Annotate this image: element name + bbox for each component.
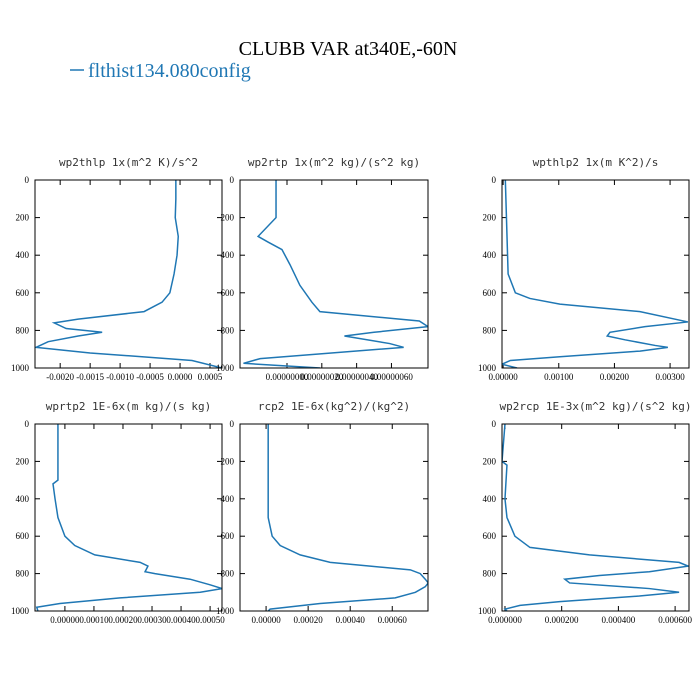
x-tick-label: 0.00060 [378,615,408,625]
y-tick-label: 600 [483,531,497,541]
x-tick-label: 0.0000 [168,372,193,382]
y-tick-label: 400 [16,250,30,260]
y-tick-label: 200 [16,213,30,223]
data-line [35,180,222,368]
panel-title: rcp2 1E-6x(kg^2)/(kg^2) [258,400,410,413]
legend-label: flthist134.080config [88,60,251,82]
y-tick-label: 800 [483,325,497,335]
y-tick-label: 400 [221,494,235,504]
x-tick-label: 0.00000060 [370,372,413,382]
x-tick-label: 0.00100 [544,372,574,382]
data-line [502,424,689,611]
plot-frame [501,423,690,612]
panel: wp2rcp 1E-3x(m^2 kg)/(s^2 kg)0 200 400 600 8… [478,400,692,625]
y-tick-label: 400 [221,250,235,260]
y-tick-label: 0 [230,419,235,429]
y-tick-label: 1000 [478,363,497,373]
panel-title: wp2rcp 1E-3x(m^2 kg)/(s^2 kg) [499,400,691,413]
y-tick-label: 200 [16,456,30,466]
y-tick-label: 0 [25,419,30,429]
panel: wp2thlp 1x(m^2 K)/s^2 0 200 400 600 800 1000 -0… [11,156,223,382]
panel-title: wp2thlp 1x(m^2 K)/s^2 [59,156,198,169]
y-tick-label: 400 [483,494,497,504]
x-tick-label: 0.00200 [600,372,630,382]
panel-title: wprtp2 1E-6x(m kg)/(s kg) [46,400,212,413]
x-tick-label: -0.0005 [136,372,164,382]
plot-frame [34,423,223,612]
y-tick-label: 1000 [11,363,30,373]
y-tick-label: 1000 [11,606,30,616]
y-tick-label: 600 [16,531,30,541]
y-tick-label: 200 [483,213,497,223]
x-tick-label: 0.00000020 [300,372,343,382]
y-tick-label: 800 [16,325,30,335]
x-tick-label: 0.00000 [488,372,518,382]
y-tick-label: 800 [16,569,30,579]
data-line [35,424,222,611]
x-tick-label: -0.0015 [76,372,104,382]
plot-frame [34,179,223,369]
x-tick-label: 0.00030 [137,615,167,625]
panel-title: wp2rtp 1x(m^2 kg)/(s^2 kg) [248,156,420,169]
y-tick-label: 800 [221,569,235,579]
y-tick-label: 0 [25,175,30,185]
panel: wprtp2 1E-6x(m kg)/(s kg) 0 200 400 600 800 10… [11,400,225,625]
y-tick-label: 0 [492,419,497,429]
y-tick-label: 1000 [478,606,497,616]
y-tick-label: 600 [221,288,235,298]
x-tick-label: 0.00040 [166,615,196,625]
y-tick-label: 600 [483,288,497,298]
x-tick-label: 0.00020 [108,615,138,625]
x-tick-label: 0.00000000 [266,372,309,382]
data-line [502,180,689,368]
panel-title: wpthlp2 1x(m K^2)/s [533,156,659,169]
y-tick-label: 0 [230,175,235,185]
y-tick-label: 600 [16,288,30,298]
x-tick-label: 0.000400 [602,615,636,625]
y-tick-label: 200 [483,456,497,466]
x-tick-label: 0.000000 [488,615,522,625]
x-tick-label: 0.00050 [195,615,225,625]
x-tick-label: 0.00010 [79,615,109,625]
y-tick-label: 600 [221,531,235,541]
x-tick-label: 0.00000 [251,615,281,625]
x-tick-label: 0.000600 [658,615,692,625]
y-tick-label: 200 [221,213,235,223]
x-tick-label: -0.0010 [106,372,134,382]
y-tick-label: 200 [221,456,235,466]
panel: rcp2 1E-6x(kg^2)/(kg^2) 0 200 400 600 800 1000… [216,400,429,625]
y-tick-label: 1000 [216,606,235,616]
x-tick-label: -0.0020 [46,372,74,382]
data-line [267,424,428,611]
y-tick-label: 400 [483,250,497,260]
y-tick-label: 0 [492,175,497,185]
x-tick-label: 0.00000 [50,615,80,625]
x-tick-label: 0.000200 [545,615,579,625]
y-tick-label: 1000 [216,363,235,373]
y-tick-label: 800 [221,325,235,335]
x-tick-label: 0.00040 [336,615,366,625]
data-line [243,180,428,368]
plot-frame [501,179,690,369]
plot-frame [239,179,429,369]
plot-frame [239,423,429,612]
figure-title: CLUBB VAR at340E,-60N [239,38,458,60]
x-tick-label: 0.00000040 [335,372,378,382]
panel: wp2rtp 1x(m^2 kg)/(s^2 kg) 0 200 400 600 800 1… [216,156,429,382]
y-tick-label: 800 [483,569,497,579]
x-tick-label: 0.0005 [198,372,223,382]
panel: wpthlp2 1x(m K^2)/s020040060080010000.00… [478,156,690,382]
x-tick-label: 0.00020 [294,615,324,625]
y-tick-label: 400 [16,494,30,504]
x-tick-label: 0.00300 [655,372,685,382]
